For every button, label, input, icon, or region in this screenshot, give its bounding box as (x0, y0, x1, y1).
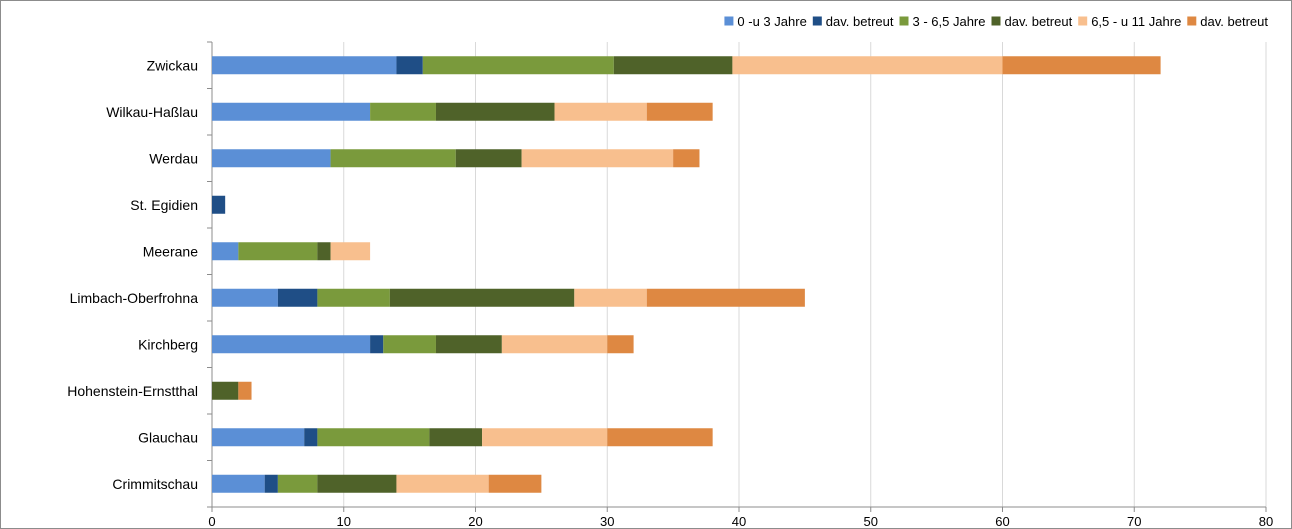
bar-segment (330, 242, 371, 261)
x-tick-label: 80 (1259, 514, 1273, 529)
bar-segment (455, 149, 522, 168)
bar-segment (396, 474, 489, 493)
category-label: Glauchau (138, 429, 198, 445)
category-label: St. Egidien (130, 197, 198, 213)
bars (212, 56, 1161, 493)
bar-segment (212, 56, 397, 75)
bar-segment (429, 428, 483, 447)
bar-segment (277, 474, 318, 493)
bar-segment (212, 288, 278, 307)
category-label: Hohenstein-Ernstthal (67, 383, 198, 399)
legend-swatch (899, 16, 909, 26)
bar-segment (389, 288, 575, 307)
bar-segment (607, 428, 713, 447)
bar-segment (1002, 56, 1161, 75)
category-label: Kirchberg (138, 336, 198, 352)
bar-segment (435, 102, 555, 121)
bar-segment (646, 288, 805, 307)
bar-segment (607, 335, 634, 354)
x-tick-label: 40 (732, 514, 746, 529)
bar-segment (521, 149, 674, 168)
bar-segment (212, 335, 371, 354)
x-tick-label: 60 (995, 514, 1009, 529)
legend-label: 6,5 - u 11 Jahre (1091, 14, 1181, 29)
bar-segment (383, 335, 436, 354)
category-label: Zwickau (147, 57, 198, 73)
bar-segment (317, 428, 430, 447)
bar-segment (212, 102, 371, 121)
bar-segment (422, 56, 614, 75)
legend-swatch (724, 16, 734, 26)
bar-segment (396, 56, 423, 75)
x-tick-label: 30 (600, 514, 614, 529)
bar-segment (212, 149, 331, 168)
bar-segment (673, 149, 700, 168)
x-tick-label: 70 (1127, 514, 1141, 529)
bar-segment (212, 381, 239, 400)
category-label: Werdau (149, 150, 198, 166)
legend: 0 -u 3 Jahre dav. betreut 3 - 6,5 Jahre dav… (724, 14, 1268, 29)
legend-label: 0 -u 3 Jahre (737, 14, 806, 29)
legend-swatch (991, 16, 1001, 26)
bar-segment (370, 335, 384, 354)
bar-segment (212, 428, 305, 447)
bar-segment (212, 195, 226, 214)
bar-segment (264, 474, 278, 493)
category-label: Limbach-Oberfrohna (70, 290, 199, 306)
bar-segment (330, 149, 456, 168)
labels: 0 10 20 30 40 50 60 70 80 Zwickau Wilkau-Haßlau Wer… (67, 57, 1273, 529)
bar-segment (212, 242, 239, 261)
x-tick-label: 0 (208, 514, 215, 529)
legend-swatch (1078, 16, 1088, 26)
x-tick-label: 10 (337, 514, 351, 529)
bar-segment (304, 428, 318, 447)
legend-label: 3 - 6,5 Jahre (913, 14, 986, 29)
legend-swatch (1187, 16, 1197, 26)
legend-label: dav. betreut (1005, 14, 1073, 29)
bar-segment (574, 288, 647, 307)
bar-segment (317, 474, 397, 493)
bar-segment (317, 288, 390, 307)
bar-segment (501, 335, 608, 354)
bar-segment (732, 56, 1003, 75)
bar-segment (554, 102, 647, 121)
bar-segment (435, 335, 502, 354)
x-tick-label: 20 (468, 514, 482, 529)
bar-segment (238, 381, 252, 400)
bar-segment (488, 474, 542, 493)
legend-swatch (812, 16, 822, 26)
legend-label: dav. betreut (826, 14, 894, 29)
bar-segment (370, 102, 436, 121)
category-label: Meerane (143, 243, 198, 259)
category-label: Wilkau-Haßlau (106, 104, 198, 120)
bar-segment (238, 242, 318, 261)
category-label: Crimmitschau (112, 476, 198, 492)
x-tick-label: 50 (864, 514, 878, 529)
bar-segment (613, 56, 733, 75)
bar-segment (646, 102, 713, 121)
bar-segment (277, 288, 318, 307)
bar-segment (482, 428, 608, 447)
legend-label: dav. betreut (1200, 14, 1268, 29)
bar-segment (317, 242, 331, 261)
bar-segment (212, 474, 265, 493)
